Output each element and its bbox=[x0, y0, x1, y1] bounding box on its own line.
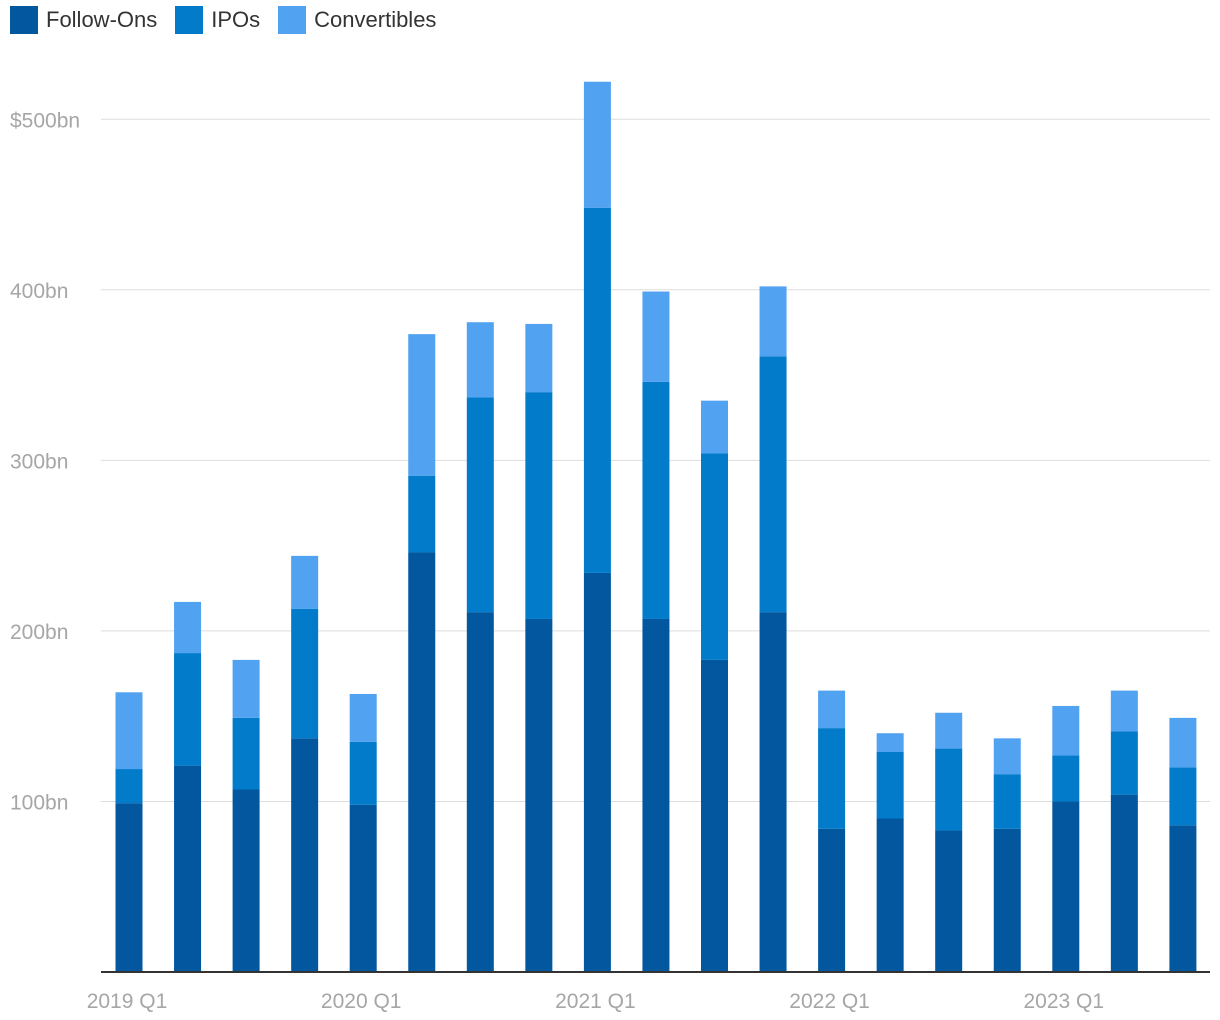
bar-segment-ipos[interactable] bbox=[759, 356, 787, 613]
bar-segment-follow-ons[interactable] bbox=[466, 612, 494, 972]
bar-segment-convertibles[interactable] bbox=[1052, 705, 1080, 756]
bar-segment-follow-ons[interactable] bbox=[1169, 825, 1197, 972]
x-tick-label: 2022 Q1 bbox=[789, 990, 870, 1013]
legend-swatch-follow-ons bbox=[10, 6, 38, 34]
bar-segment-convertibles[interactable] bbox=[115, 692, 143, 770]
y-tick-label: 400bn bbox=[10, 280, 68, 303]
bar-segment-ipos[interactable] bbox=[232, 717, 260, 790]
bars bbox=[115, 81, 1197, 972]
bar-segment-ipos[interactable] bbox=[993, 774, 1021, 829]
bar-segment-follow-ons[interactable] bbox=[525, 618, 553, 972]
bar-segment-convertibles[interactable] bbox=[583, 81, 611, 208]
bar-segment-ipos[interactable] bbox=[466, 397, 494, 613]
bar-segment-convertibles[interactable] bbox=[759, 286, 787, 357]
x-tick-label: 2020 Q1 bbox=[321, 990, 402, 1013]
bar-segment-ipos[interactable] bbox=[291, 608, 319, 739]
legend-item-follow-ons[interactable]: Follow-Ons bbox=[10, 6, 157, 34]
bar-segment-follow-ons[interactable] bbox=[1052, 801, 1080, 972]
bar-segment-convertibles[interactable] bbox=[876, 733, 904, 752]
bar-segment-convertibles[interactable] bbox=[935, 712, 963, 749]
legend-item-convertibles[interactable]: Convertibles bbox=[278, 6, 436, 34]
bar-segment-follow-ons[interactable] bbox=[115, 803, 143, 972]
bar-segment-ipos[interactable] bbox=[701, 453, 728, 660]
y-tick-label: 100bn bbox=[10, 791, 68, 814]
x-tick-label: 2019 Q1 bbox=[87, 990, 168, 1013]
bar-segment-convertibles[interactable] bbox=[525, 323, 553, 393]
bar-segment-ipos[interactable] bbox=[349, 741, 377, 805]
bar-segment-convertibles[interactable] bbox=[1110, 690, 1138, 732]
y-tick-label: 200bn bbox=[10, 621, 68, 644]
bar-segment-follow-ons[interactable] bbox=[759, 612, 787, 972]
bar-segment-ipos[interactable] bbox=[174, 653, 202, 766]
legend: Follow-Ons IPOs Convertibles bbox=[10, 6, 436, 34]
bar-segment-convertibles[interactable] bbox=[291, 555, 319, 609]
legend-label-ipos: IPOs bbox=[211, 7, 261, 32]
bar-segment-ipos[interactable] bbox=[876, 751, 904, 819]
bar-segment-follow-ons[interactable] bbox=[642, 618, 670, 972]
bar-segment-ipos[interactable] bbox=[1169, 767, 1197, 826]
bar-segment-convertibles[interactable] bbox=[818, 690, 846, 729]
bar-segment-follow-ons[interactable] bbox=[818, 828, 846, 972]
legend-label-convertibles: Convertibles bbox=[314, 7, 437, 32]
bar-segment-ipos[interactable] bbox=[935, 748, 963, 831]
bar-segment-ipos[interactable] bbox=[1052, 755, 1080, 802]
bar-segment-follow-ons[interactable] bbox=[349, 804, 377, 972]
legend-label-follow-ons: Follow-Ons bbox=[46, 7, 158, 32]
bar-segment-convertibles[interactable] bbox=[349, 694, 377, 742]
bar-segment-ipos[interactable] bbox=[1110, 731, 1138, 795]
bar-segment-follow-ons[interactable] bbox=[876, 818, 904, 972]
axes: 100bn 200bn 300bn 400bn $500bn 2019 Q1 2020 Q1… bbox=[10, 109, 1210, 1013]
bar-segment-follow-ons[interactable] bbox=[935, 830, 963, 972]
bar-segment-convertibles[interactable] bbox=[466, 322, 494, 398]
bar-segment-convertibles[interactable] bbox=[1169, 717, 1197, 768]
bar-segment-follow-ons[interactable] bbox=[701, 659, 728, 972]
bar-segment-follow-ons[interactable] bbox=[408, 552, 436, 972]
bar-segment-follow-ons[interactable] bbox=[174, 765, 202, 972]
bar-segment-ipos[interactable] bbox=[525, 392, 553, 619]
bar-segment-convertibles[interactable] bbox=[993, 738, 1021, 775]
x-tick-label: 2021 Q1 bbox=[555, 990, 636, 1013]
bar-segment-follow-ons[interactable] bbox=[583, 572, 611, 972]
legend-item-ipos[interactable]: IPOs bbox=[175, 6, 260, 34]
y-tick-label: 300bn bbox=[10, 450, 68, 473]
bar-segment-convertibles[interactable] bbox=[642, 291, 670, 382]
bar-segment-ipos[interactable] bbox=[583, 207, 611, 573]
bar-segment-follow-ons[interactable] bbox=[291, 738, 319, 972]
bar-segment-convertibles[interactable] bbox=[174, 601, 202, 654]
bar-segment-ipos[interactable] bbox=[408, 475, 436, 553]
bar-segment-follow-ons[interactable] bbox=[993, 828, 1021, 972]
bar-segment-convertibles[interactable] bbox=[232, 659, 260, 718]
legend-swatch-ipos bbox=[175, 6, 204, 34]
bar-segment-follow-ons[interactable] bbox=[1110, 794, 1138, 972]
bar-segment-follow-ons[interactable] bbox=[232, 789, 260, 972]
y-tick-label: $500bn bbox=[10, 109, 80, 132]
bar-segment-convertibles[interactable] bbox=[408, 334, 436, 476]
x-tick-label: 2023 Q1 bbox=[1024, 990, 1105, 1013]
bar-segment-convertibles[interactable] bbox=[701, 400, 728, 454]
bar-segment-ipos[interactable] bbox=[818, 728, 846, 829]
bar-segment-ipos[interactable] bbox=[115, 769, 143, 804]
legend-swatch-convertibles bbox=[278, 6, 307, 34]
bar-segment-ipos[interactable] bbox=[642, 381, 670, 619]
